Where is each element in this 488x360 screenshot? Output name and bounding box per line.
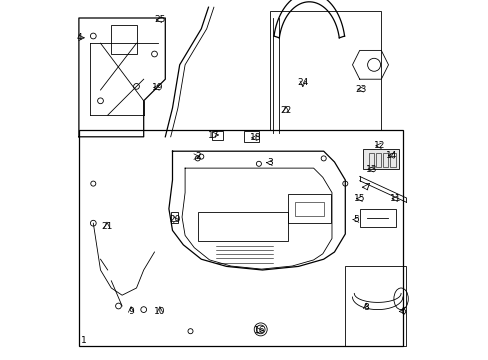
Text: 24: 24 — [297, 78, 308, 87]
Text: 25: 25 — [154, 15, 165, 24]
Bar — [375, 153, 381, 167]
Text: 17: 17 — [208, 131, 219, 140]
Text: 2: 2 — [195, 152, 200, 161]
Bar — [382, 153, 387, 167]
Text: 20: 20 — [169, 215, 181, 224]
Text: 23: 23 — [355, 85, 366, 94]
Bar — [170, 212, 178, 223]
Text: 14: 14 — [386, 151, 397, 160]
Text: 15: 15 — [353, 194, 365, 203]
Text: 13: 13 — [365, 165, 377, 174]
Text: 11: 11 — [389, 194, 401, 203]
Bar — [287, 194, 330, 223]
Bar — [359, 209, 395, 227]
Text: 6: 6 — [399, 307, 405, 316]
Bar — [363, 149, 399, 169]
Bar — [389, 153, 395, 167]
Bar — [197, 212, 287, 241]
Bar — [368, 153, 373, 167]
Text: 19: 19 — [151, 83, 163, 92]
Text: 16: 16 — [253, 326, 265, 335]
Text: 12: 12 — [373, 141, 385, 150]
Text: 8: 8 — [363, 303, 368, 312]
Text: 7: 7 — [363, 183, 369, 192]
Bar — [269, 11, 381, 130]
Text: 21: 21 — [101, 222, 112, 231]
Text: 4: 4 — [76, 33, 81, 42]
Bar — [79, 130, 402, 346]
Bar — [345, 266, 406, 346]
Bar — [294, 202, 323, 216]
Text: 3: 3 — [266, 158, 272, 167]
Bar — [212, 131, 223, 140]
Text: 22: 22 — [280, 107, 291, 116]
Bar — [244, 131, 258, 142]
Text: 5: 5 — [352, 215, 358, 224]
Text: 18: 18 — [249, 134, 261, 143]
Text: 10: 10 — [154, 307, 165, 316]
Text: 1: 1 — [81, 336, 87, 345]
Text: 9: 9 — [128, 307, 134, 316]
